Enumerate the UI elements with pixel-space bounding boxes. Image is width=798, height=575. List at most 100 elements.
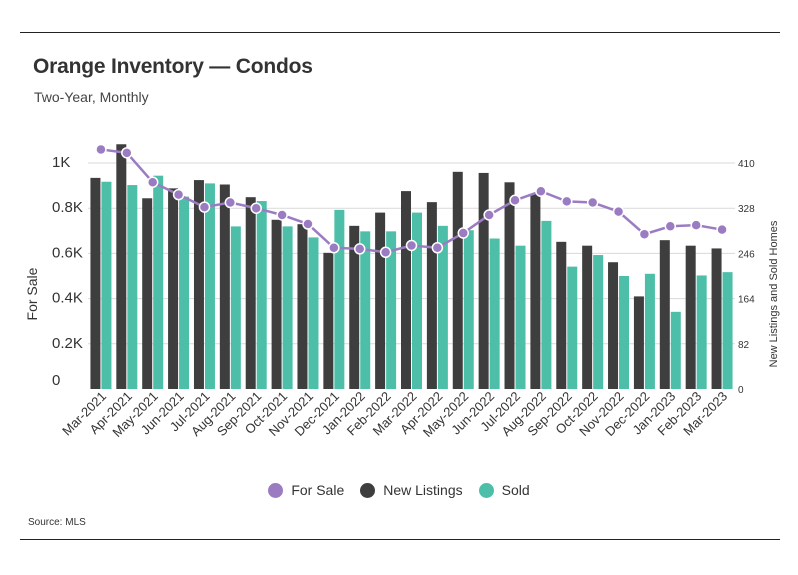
bar-sold <box>412 212 422 389</box>
bar-sold <box>204 183 215 389</box>
bar-new-listings <box>582 245 593 389</box>
bar-new-listings <box>297 224 308 389</box>
right-tick-label: 82 <box>738 340 750 351</box>
bar-sold <box>386 231 397 389</box>
right-tick-label: 0 <box>738 385 744 396</box>
point-for-sale <box>638 228 651 240</box>
point-for-sale <box>198 201 211 213</box>
bar-sold <box>179 196 190 389</box>
chart-title: Orange Inventory — Condos <box>33 55 313 78</box>
bar-sold <box>489 238 500 389</box>
bar-sold <box>282 226 293 389</box>
bar-new-listings <box>633 296 644 389</box>
bar-new-listings <box>530 193 541 389</box>
bar-sold <box>127 185 138 389</box>
bar-sold <box>670 311 681 389</box>
point-for-sale <box>535 185 547 197</box>
point-for-sale <box>276 209 288 221</box>
bar-sold <box>230 226 241 389</box>
point-for-sale <box>95 143 107 156</box>
point-for-sale <box>690 219 702 231</box>
right-tick-label: 410 <box>738 159 755 170</box>
bar-sold <box>256 201 267 389</box>
bar-sold <box>619 276 630 389</box>
point-for-sale <box>483 209 495 221</box>
point-for-sale <box>302 218 314 230</box>
bar-sold <box>567 266 578 389</box>
bar-new-listings <box>556 241 567 389</box>
bar-sold <box>722 272 733 389</box>
bar-new-listings <box>401 191 411 389</box>
source-note: Source: MLS <box>28 517 86 528</box>
legend-swatch-new-listings <box>360 482 376 498</box>
left-tick-label: 0 <box>52 372 60 389</box>
bar-sold <box>541 220 552 389</box>
chart-subtitle: Two-Year, Monthly <box>34 89 149 105</box>
bar-sold <box>360 231 371 389</box>
legend-item-for-sale[interactable]: For Sale <box>268 482 344 498</box>
bar-new-listings <box>659 240 670 389</box>
point-for-sale <box>224 196 237 209</box>
point-for-sale <box>250 202 262 214</box>
bar-new-listings <box>426 202 437 389</box>
legend-item-sold[interactable]: Sold <box>478 482 530 498</box>
left-tick-label: 0.6K <box>52 244 83 261</box>
left-axis-title: For Sale <box>24 267 40 320</box>
bar-new-listings <box>142 198 153 389</box>
right-tick-label: 328 <box>738 204 755 215</box>
point-for-sale <box>561 195 573 208</box>
bottom-rule <box>20 539 780 540</box>
legend: For Sale New Listings Sold <box>0 482 798 498</box>
point-for-sale <box>379 246 392 259</box>
bar-sold <box>696 275 707 389</box>
legend-swatch-sold <box>478 482 494 498</box>
point-for-sale <box>328 242 340 254</box>
bar-new-listings <box>504 182 515 389</box>
bar-sold <box>153 175 164 389</box>
bar-new-listings <box>168 188 179 389</box>
legend-swatch-for-sale <box>268 482 284 498</box>
point-for-sale <box>716 223 728 236</box>
point-for-sale <box>431 242 444 254</box>
point-for-sale <box>146 176 159 188</box>
left-tick-label: 0.4K <box>52 290 83 307</box>
bar-new-listings <box>452 171 463 389</box>
bar-sold <box>308 237 319 389</box>
bar-new-listings <box>193 180 204 389</box>
bar-new-listings <box>271 219 282 389</box>
point-for-sale <box>121 147 133 159</box>
point-for-sale <box>664 220 677 233</box>
bar-new-listings <box>116 144 127 389</box>
right-axis-title: New Listings and Sold Homes <box>768 220 780 367</box>
point-for-sale <box>457 227 470 239</box>
point-for-sale <box>509 194 521 207</box>
bar-new-listings <box>608 262 619 389</box>
bar-sold <box>593 255 604 389</box>
bar-new-listings <box>478 172 489 389</box>
point-for-sale <box>353 243 366 255</box>
bar-new-listings <box>323 252 334 389</box>
left-tick-label: 0.8K <box>52 199 83 216</box>
bar-new-listings <box>349 225 360 389</box>
bar-sold <box>463 230 474 389</box>
legend-label-for-sale: For Sale <box>291 482 345 498</box>
bar-new-listings <box>219 184 230 389</box>
legend-label-sold: Sold <box>501 482 530 498</box>
bar-new-listings <box>685 245 696 389</box>
right-tick-label: 246 <box>738 249 755 260</box>
bar-sold <box>437 225 448 389</box>
point-for-sale <box>612 205 625 218</box>
left-tick-label: 1K <box>52 154 70 171</box>
left-tick-label: 0.2K <box>52 335 83 352</box>
point-for-sale <box>405 239 418 252</box>
bar-sold <box>101 181 112 389</box>
top-rule <box>20 32 780 33</box>
legend-item-new-listings[interactable]: New Listings <box>360 482 463 498</box>
right-tick-label: 164 <box>738 295 755 306</box>
bar-new-listings <box>711 248 722 389</box>
bar-new-listings <box>245 197 256 389</box>
bar-new-listings <box>90 177 101 389</box>
legend-label-new-listings: New Listings <box>383 482 463 498</box>
point-for-sale <box>172 188 185 201</box>
